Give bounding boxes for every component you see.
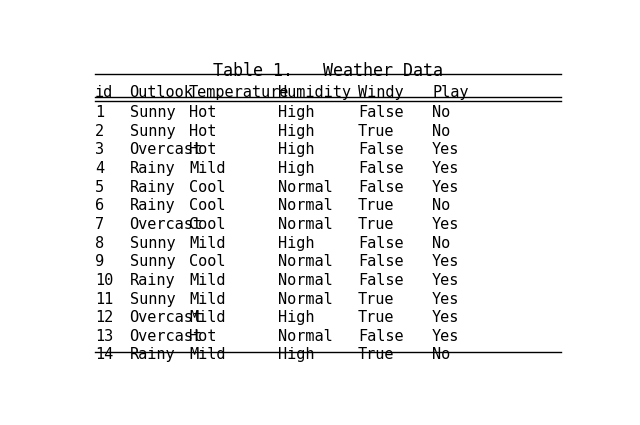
Text: High: High bbox=[278, 142, 315, 157]
Text: False: False bbox=[358, 161, 403, 176]
Text: Yes: Yes bbox=[432, 273, 460, 288]
Text: Rainy: Rainy bbox=[129, 180, 175, 195]
Text: 7: 7 bbox=[95, 217, 104, 232]
Text: Table 1.   Weather Data: Table 1. Weather Data bbox=[213, 62, 443, 80]
Text: 13: 13 bbox=[95, 329, 113, 344]
Text: Hot: Hot bbox=[189, 142, 216, 157]
Text: Rainy: Rainy bbox=[129, 198, 175, 213]
Text: Yes: Yes bbox=[432, 254, 460, 269]
Text: 6: 6 bbox=[95, 198, 104, 213]
Text: No: No bbox=[432, 348, 451, 363]
Text: 8: 8 bbox=[95, 235, 104, 251]
Text: False: False bbox=[358, 180, 403, 195]
Text: Yes: Yes bbox=[432, 292, 460, 306]
Text: Overcast: Overcast bbox=[129, 329, 203, 344]
Text: Overcast: Overcast bbox=[129, 217, 203, 232]
Text: Normal: Normal bbox=[278, 329, 333, 344]
Text: 2: 2 bbox=[95, 124, 104, 139]
Text: True: True bbox=[358, 348, 394, 363]
Text: 12: 12 bbox=[95, 310, 113, 325]
Text: Humidity: Humidity bbox=[278, 85, 351, 100]
Text: Sunny: Sunny bbox=[129, 292, 175, 306]
Text: High: High bbox=[278, 161, 315, 176]
Text: False: False bbox=[358, 329, 403, 344]
Text: Normal: Normal bbox=[278, 180, 333, 195]
Text: Cool: Cool bbox=[189, 180, 226, 195]
Text: Rainy: Rainy bbox=[129, 273, 175, 288]
Text: Play: Play bbox=[432, 85, 468, 100]
Text: No: No bbox=[432, 105, 451, 120]
Text: 4: 4 bbox=[95, 161, 104, 176]
Text: High: High bbox=[278, 310, 315, 325]
Text: True: True bbox=[358, 217, 394, 232]
Text: True: True bbox=[358, 310, 394, 325]
Text: 5: 5 bbox=[95, 180, 104, 195]
Text: Overcast: Overcast bbox=[129, 142, 203, 157]
Text: False: False bbox=[358, 273, 403, 288]
Text: False: False bbox=[358, 235, 403, 251]
Text: Mild: Mild bbox=[189, 348, 226, 363]
Text: Cool: Cool bbox=[189, 217, 226, 232]
Text: Hot: Hot bbox=[189, 124, 216, 139]
Text: No: No bbox=[432, 124, 451, 139]
Text: Sunny: Sunny bbox=[129, 124, 175, 139]
Text: Mild: Mild bbox=[189, 292, 226, 306]
Text: Temperature: Temperature bbox=[189, 85, 289, 100]
Text: Sunny: Sunny bbox=[129, 254, 175, 269]
Text: Outlook: Outlook bbox=[129, 85, 193, 100]
Text: 11: 11 bbox=[95, 292, 113, 306]
Text: Normal: Normal bbox=[278, 254, 333, 269]
Text: Yes: Yes bbox=[432, 180, 460, 195]
Text: Rainy: Rainy bbox=[129, 348, 175, 363]
Text: High: High bbox=[278, 348, 315, 363]
Text: No: No bbox=[432, 198, 451, 213]
Text: Yes: Yes bbox=[432, 310, 460, 325]
Text: No: No bbox=[432, 235, 451, 251]
Text: False: False bbox=[358, 105, 403, 120]
Text: 10: 10 bbox=[95, 273, 113, 288]
Text: Rainy: Rainy bbox=[129, 161, 175, 176]
Text: Mild: Mild bbox=[189, 161, 226, 176]
Text: Normal: Normal bbox=[278, 273, 333, 288]
Text: High: High bbox=[278, 105, 315, 120]
Text: Cool: Cool bbox=[189, 254, 226, 269]
Text: True: True bbox=[358, 124, 394, 139]
Text: id: id bbox=[95, 85, 113, 100]
Text: Sunny: Sunny bbox=[129, 235, 175, 251]
Text: Normal: Normal bbox=[278, 292, 333, 306]
Text: True: True bbox=[358, 198, 394, 213]
Text: Cool: Cool bbox=[189, 198, 226, 213]
Text: Hot: Hot bbox=[189, 329, 216, 344]
Text: Mild: Mild bbox=[189, 273, 226, 288]
Text: High: High bbox=[278, 235, 315, 251]
Text: Overcast: Overcast bbox=[129, 310, 203, 325]
Text: 9: 9 bbox=[95, 254, 104, 269]
Text: Yes: Yes bbox=[432, 161, 460, 176]
Text: Normal: Normal bbox=[278, 217, 333, 232]
Text: Hot: Hot bbox=[189, 105, 216, 120]
Text: 1: 1 bbox=[95, 105, 104, 120]
Text: Windy: Windy bbox=[358, 85, 403, 100]
Text: Yes: Yes bbox=[432, 329, 460, 344]
Text: False: False bbox=[358, 142, 403, 157]
Text: Yes: Yes bbox=[432, 217, 460, 232]
Text: Normal: Normal bbox=[278, 198, 333, 213]
Text: High: High bbox=[278, 124, 315, 139]
Text: Sunny: Sunny bbox=[129, 105, 175, 120]
Text: Mild: Mild bbox=[189, 235, 226, 251]
Text: Mild: Mild bbox=[189, 310, 226, 325]
Text: 3: 3 bbox=[95, 142, 104, 157]
Text: Yes: Yes bbox=[432, 142, 460, 157]
Text: 14: 14 bbox=[95, 348, 113, 363]
Text: False: False bbox=[358, 254, 403, 269]
Text: True: True bbox=[358, 292, 394, 306]
